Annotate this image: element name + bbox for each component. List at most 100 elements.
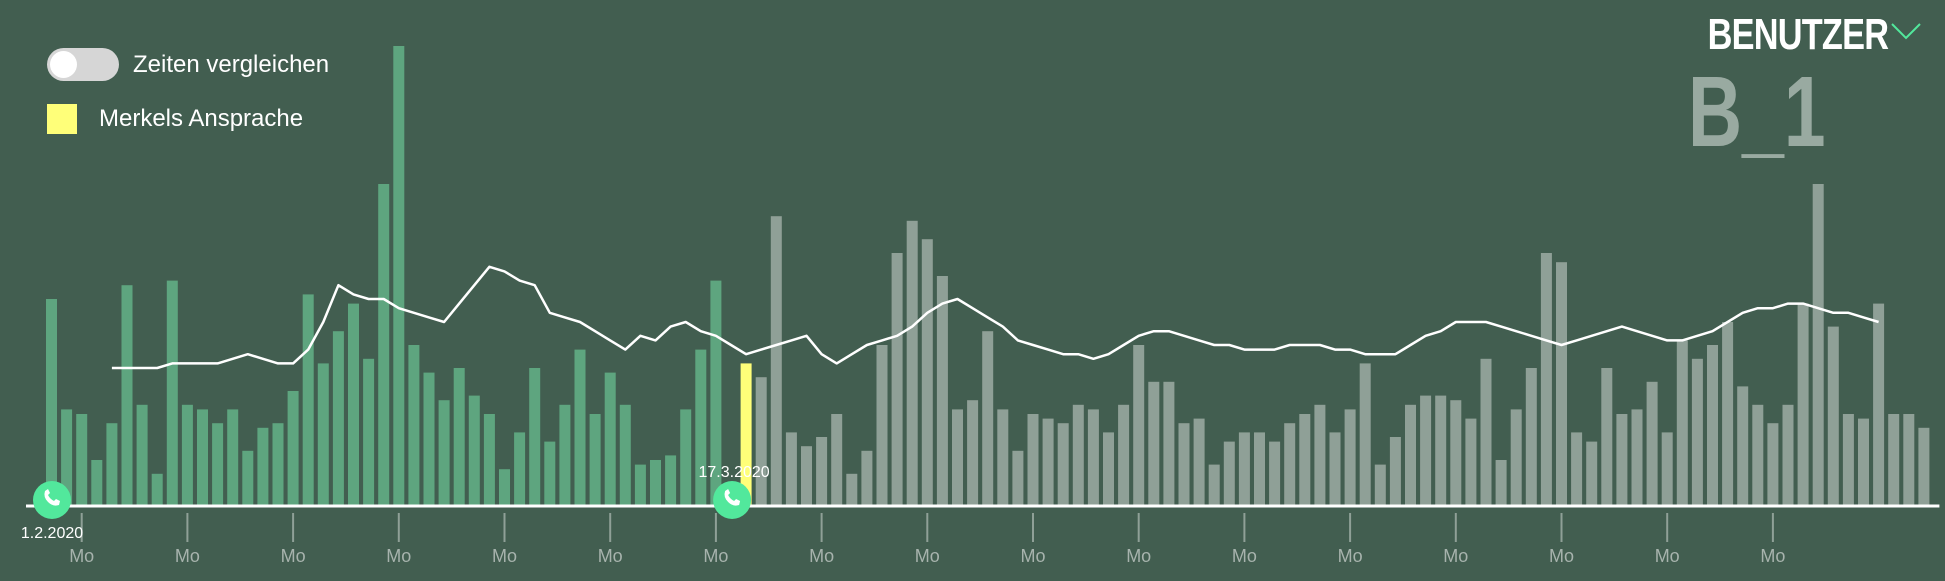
bar <box>831 414 843 506</box>
bar <box>1223 441 1235 506</box>
toggle-knob[interactable] <box>50 51 77 78</box>
bar <box>468 395 480 506</box>
bar <box>1374 464 1386 506</box>
bar <box>1284 423 1296 506</box>
bar <box>302 294 314 506</box>
bar <box>1178 423 1190 506</box>
bar <box>1888 414 1900 506</box>
bar <box>952 409 963 506</box>
bar <box>453 368 465 506</box>
bar <box>665 455 677 506</box>
bar <box>378 184 390 506</box>
x-tick-label: Mo <box>598 546 623 566</box>
bar <box>650 460 661 506</box>
bar <box>483 414 495 506</box>
bar <box>61 409 73 506</box>
bar <box>514 432 526 506</box>
bar <box>1510 409 1522 506</box>
x-tick-label: Mo <box>915 546 940 566</box>
bar <box>438 400 450 506</box>
bar <box>1691 358 1703 506</box>
bar <box>1556 262 1567 506</box>
bar <box>136 404 148 506</box>
event-legend-swatch <box>47 104 77 134</box>
x-tick-label: Mo <box>1020 546 1045 566</box>
bar <box>1540 253 1552 506</box>
bar <box>1676 340 1688 506</box>
bar <box>166 280 178 506</box>
bar <box>1571 432 1583 506</box>
trend-line <box>111 265 1879 370</box>
bar <box>1405 404 1416 506</box>
bar <box>408 345 420 506</box>
bar <box>363 358 375 506</box>
bar <box>906 220 918 507</box>
phone-icon[interactable] <box>44 489 60 506</box>
bar <box>1858 418 1869 506</box>
compare-times-label: Zeiten vergleichen <box>133 51 330 78</box>
bar <box>1420 395 1432 506</box>
bar <box>106 423 118 506</box>
bar <box>499 469 510 506</box>
compare-times-toggle[interactable] <box>47 48 119 81</box>
bar <box>197 409 208 506</box>
x-tick-label: Mo <box>1760 546 1785 566</box>
bar <box>801 446 812 506</box>
bar <box>1495 460 1507 506</box>
bar <box>1163 381 1175 506</box>
bar <box>242 450 254 506</box>
phone-icon[interactable] <box>724 489 741 506</box>
bar <box>348 303 359 506</box>
bar <box>257 427 269 506</box>
bar <box>846 473 858 506</box>
bar <box>317 363 329 506</box>
bar <box>212 423 224 506</box>
event-date-label: 17.3.2020 <box>699 464 770 481</box>
bar <box>695 349 707 506</box>
bar <box>544 441 556 506</box>
x-tick-label: Mo <box>1338 546 1363 566</box>
bar <box>76 414 88 506</box>
bar <box>1133 345 1145 506</box>
bar <box>1012 450 1024 506</box>
bar <box>1842 414 1854 506</box>
bar <box>1359 363 1371 506</box>
bar <box>876 345 888 506</box>
bar <box>589 414 601 506</box>
bar <box>861 450 873 506</box>
x-tick-label: Mo <box>809 546 834 566</box>
x-tick-label: Mo <box>175 546 200 566</box>
bar <box>1797 303 1809 506</box>
bar <box>529 368 541 506</box>
bar <box>1601 368 1613 506</box>
bar <box>1042 418 1054 506</box>
bar <box>1027 414 1039 506</box>
bar <box>1208 464 1220 506</box>
bar <box>559 404 571 506</box>
x-tick-label: Mo <box>386 546 411 566</box>
bar <box>1072 404 1084 506</box>
event-marker[interactable] <box>713 481 752 519</box>
bar <box>1238 432 1250 506</box>
bar <box>1661 432 1673 506</box>
bar <box>1314 404 1326 506</box>
bar <box>1812 184 1824 506</box>
start-marker[interactable] <box>33 481 71 519</box>
bar <box>770 216 782 506</box>
bar <box>1148 381 1160 506</box>
bar <box>1087 409 1099 506</box>
bar <box>1918 427 1930 506</box>
bar <box>1722 322 1734 506</box>
x-tick-label: Mo <box>69 546 94 566</box>
chevron-down-icon[interactable] <box>1890 20 1922 42</box>
bar <box>1118 404 1130 506</box>
bar <box>982 331 994 506</box>
bar <box>1707 345 1718 506</box>
bar <box>393 46 405 506</box>
bar <box>46 299 57 506</box>
selected-user-value: B_1 <box>1688 56 1826 168</box>
bar <box>1631 409 1643 506</box>
bar <box>816 437 828 506</box>
